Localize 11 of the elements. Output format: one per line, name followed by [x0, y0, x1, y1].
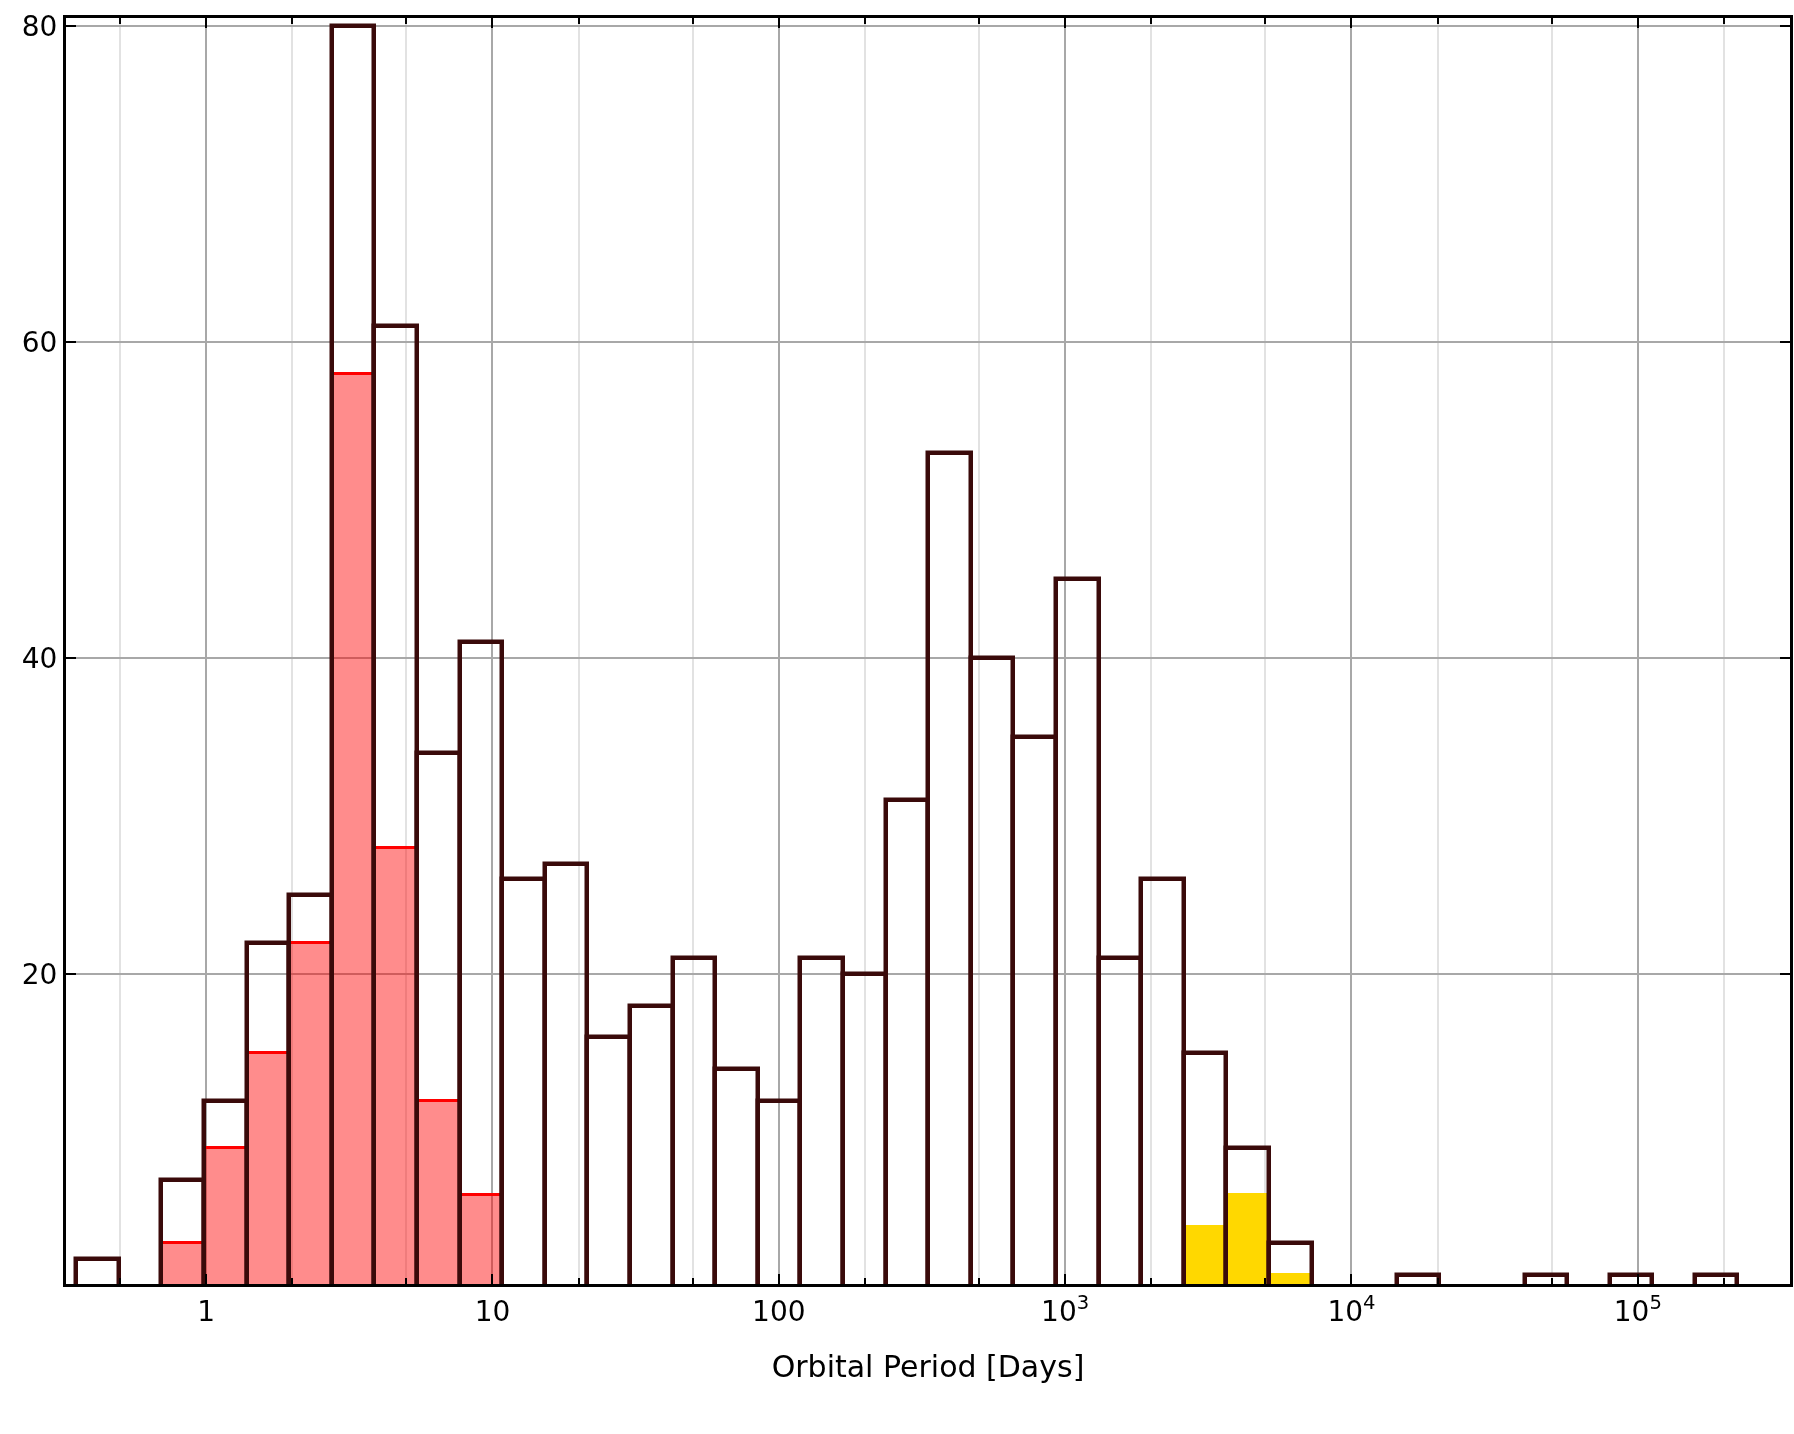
x-tick-label: 10	[474, 1294, 511, 1328]
y-tick-label: 60	[21, 325, 58, 359]
y-tick-label: 80	[21, 9, 58, 43]
x-axis-title: Orbital Period [Days]	[771, 1349, 1085, 1385]
y-tick-label: 40	[21, 641, 58, 675]
x-tick-label: 100	[752, 1294, 806, 1328]
x-tick-label: 10$^{5}$	[1613, 1290, 1662, 1328]
x-tick-label: 10$^{3}$	[1041, 1290, 1090, 1328]
x-tick-label: 1	[197, 1294, 216, 1328]
x-tick-label: 10$^{4}$	[1327, 1290, 1376, 1328]
y-tick-label: 20	[21, 958, 58, 992]
